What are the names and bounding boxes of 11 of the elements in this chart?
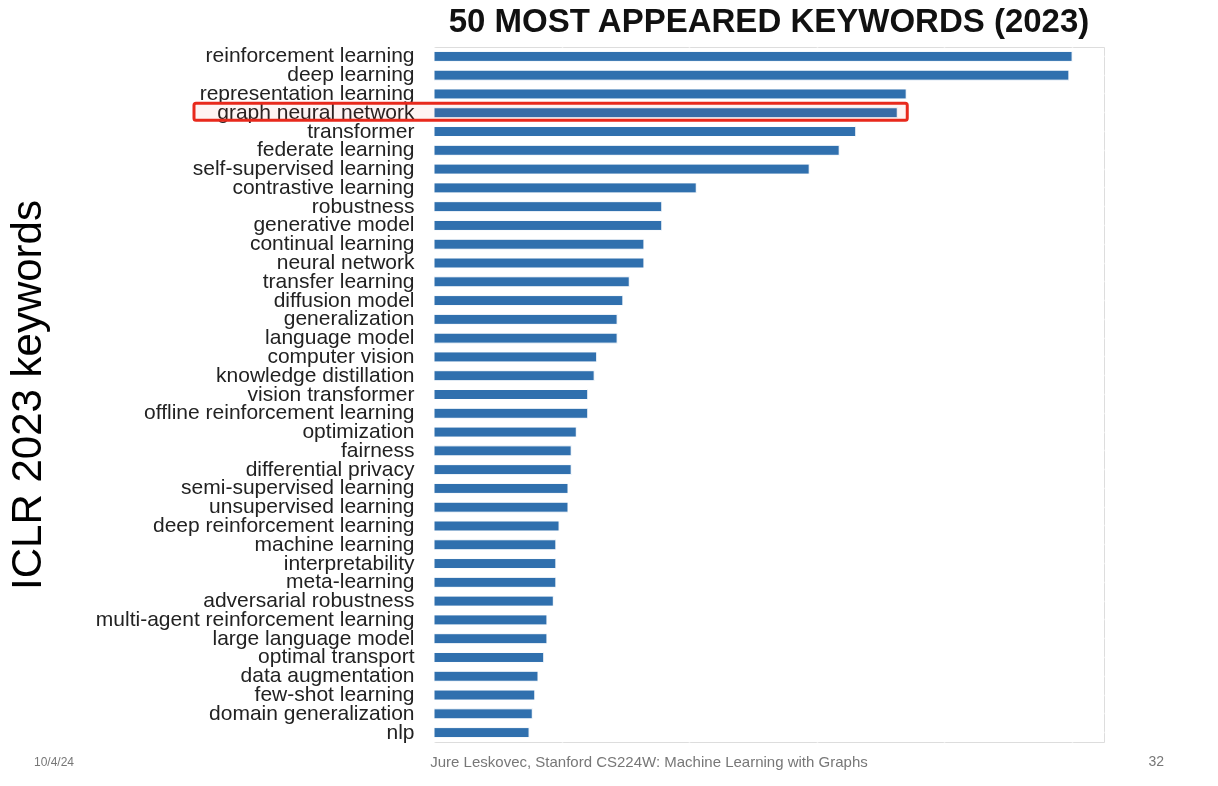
y-tick-label: offline reinforcement learning — [144, 400, 415, 424]
y-axis-title: ICLR 2023 keywords — [2, 200, 50, 590]
y-tick-label: generalization — [283, 306, 415, 330]
text: 32 — [1148, 753, 1165, 769]
y-tick-label: generative model — [253, 212, 415, 236]
text: 10/4/24 — [34, 755, 75, 769]
text: Jure Leskovec, Stanford CS224W: Machine Learning with Graphs — [430, 753, 868, 770]
y-tick-label: reinforcement learning — [205, 43, 415, 67]
y-tick-label: fairness — [340, 437, 415, 461]
chart-title: 50 MOST APPEARED KEYWORDS (2023) — [448, 1, 1090, 39]
y-tick-label: nlp — [386, 719, 415, 743]
